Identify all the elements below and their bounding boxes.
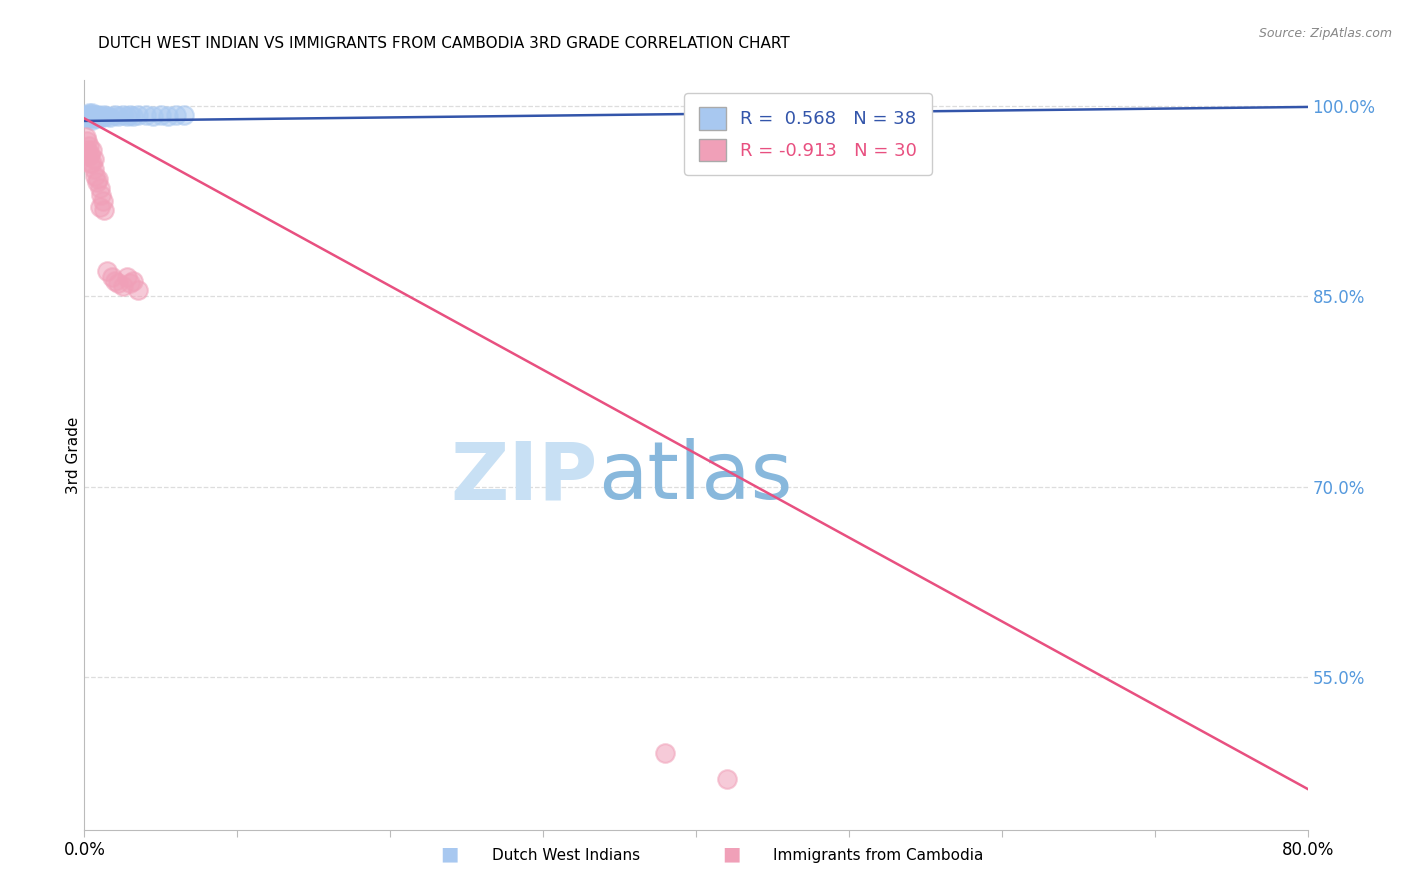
Point <box>79 112 101 126</box>
Point <box>93 107 115 121</box>
Point <box>101 270 124 285</box>
Point <box>122 274 145 288</box>
Text: atlas: atlas <box>598 438 793 516</box>
Point <box>120 277 142 291</box>
Point <box>77 109 100 123</box>
Point <box>83 162 105 177</box>
Point <box>157 109 180 123</box>
Point <box>87 107 110 121</box>
Point <box>654 747 676 761</box>
Point <box>122 109 145 123</box>
Point <box>165 107 187 121</box>
Point <box>107 277 129 291</box>
Point <box>83 152 105 166</box>
Point <box>86 112 108 126</box>
Point <box>98 110 121 124</box>
Point <box>75 130 97 145</box>
Point <box>173 107 195 121</box>
Point <box>91 110 114 124</box>
Point <box>77 110 100 124</box>
Point <box>104 274 127 288</box>
Point <box>115 109 138 123</box>
Point <box>91 194 114 208</box>
Point <box>76 107 98 121</box>
Point <box>76 112 98 126</box>
Point <box>80 143 103 157</box>
Point <box>127 107 149 121</box>
Point <box>807 109 830 123</box>
Point <box>107 109 129 123</box>
Text: Immigrants from Cambodia: Immigrants from Cambodia <box>773 848 984 863</box>
Point <box>79 107 101 121</box>
Point <box>111 107 134 121</box>
Legend: R =  0.568   N = 38, R = -0.913   N = 30: R = 0.568 N = 38, R = -0.913 N = 30 <box>685 93 932 175</box>
Point <box>79 156 101 170</box>
Point <box>89 110 111 124</box>
Point <box>86 175 108 189</box>
Point <box>80 156 103 170</box>
Point <box>115 270 138 285</box>
Point <box>83 109 105 123</box>
Point <box>87 172 110 186</box>
Y-axis label: 3rd Grade: 3rd Grade <box>66 417 80 493</box>
Point <box>75 110 97 124</box>
Point <box>80 106 103 120</box>
Point <box>93 202 115 217</box>
Point <box>149 107 172 121</box>
Point <box>80 112 103 127</box>
Point <box>120 107 142 121</box>
Point <box>716 772 738 786</box>
Point <box>111 279 134 293</box>
Text: ■: ■ <box>721 845 741 863</box>
Point <box>96 109 118 123</box>
Point <box>90 109 112 123</box>
Point <box>84 110 107 124</box>
Point <box>77 139 100 153</box>
Point <box>83 112 105 126</box>
Point <box>89 200 111 214</box>
Point <box>104 107 127 121</box>
Text: ZIP: ZIP <box>451 438 598 516</box>
Point <box>84 169 107 183</box>
Point <box>127 283 149 297</box>
Text: ■: ■ <box>440 845 460 863</box>
Text: DUTCH WEST INDIAN VS IMMIGRANTS FROM CAMBODIA 3RD GRADE CORRELATION CHART: DUTCH WEST INDIAN VS IMMIGRANTS FROM CAM… <box>98 36 790 51</box>
Point <box>96 264 118 278</box>
Point <box>77 106 100 120</box>
Text: Dutch West Indians: Dutch West Indians <box>492 848 640 863</box>
Point <box>86 109 108 123</box>
Point <box>76 143 98 157</box>
Point <box>77 149 100 163</box>
Point <box>79 147 101 161</box>
Point <box>142 109 165 123</box>
Point <box>89 181 111 195</box>
Point <box>80 110 103 124</box>
Point <box>135 107 157 121</box>
Point <box>76 134 98 148</box>
Point <box>84 107 107 121</box>
Text: Source: ZipAtlas.com: Source: ZipAtlas.com <box>1258 27 1392 40</box>
Point <box>90 187 112 202</box>
